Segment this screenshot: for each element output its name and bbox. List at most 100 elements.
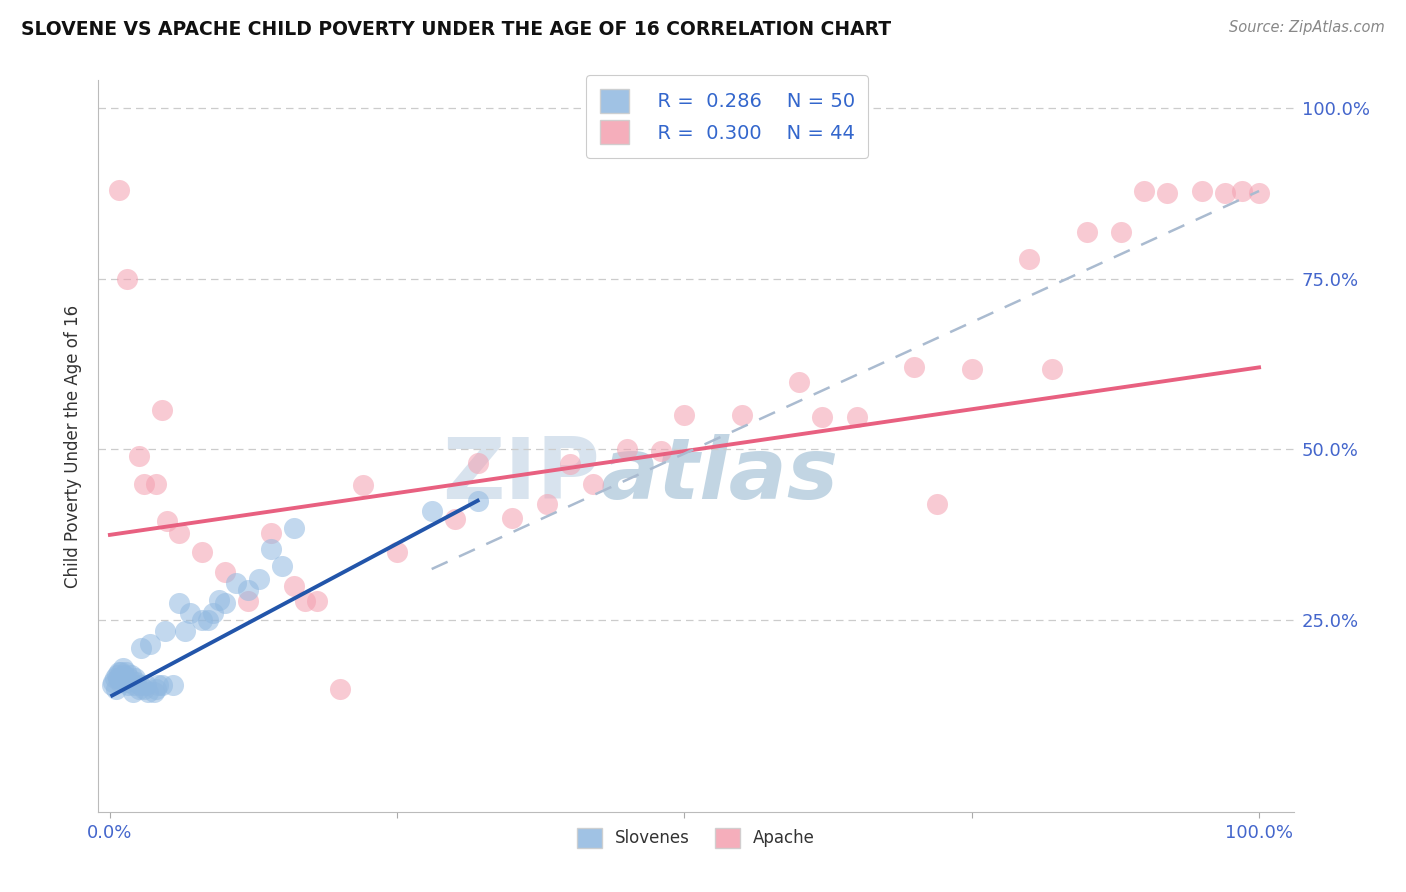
- Point: [111, 661, 134, 675]
- Y-axis label: Child Poverty Under the Age of 16: Child Poverty Under the Age of 16: [63, 304, 82, 588]
- Point: [115, 665, 138, 679]
- Point: [110, 674, 132, 689]
- Point: [1133, 184, 1156, 198]
- Point: [103, 674, 125, 689]
- Point: [103, 672, 125, 686]
- Point: [467, 456, 489, 470]
- Point: [202, 607, 225, 621]
- Point: [673, 409, 696, 423]
- Point: [329, 681, 352, 696]
- Point: [208, 592, 231, 607]
- Point: [501, 510, 523, 524]
- Point: [139, 637, 162, 651]
- Point: [352, 478, 374, 492]
- Point: [148, 678, 170, 692]
- Point: [385, 545, 409, 559]
- Point: [150, 402, 173, 417]
- Point: [122, 685, 145, 699]
- Point: [128, 449, 150, 463]
- Point: [125, 674, 148, 689]
- Point: [271, 558, 294, 573]
- Point: [903, 360, 925, 375]
- Point: [135, 678, 157, 692]
- Point: [305, 594, 328, 608]
- Text: ZIP: ZIP: [443, 434, 600, 516]
- Point: [1230, 184, 1253, 198]
- Point: [1076, 225, 1098, 239]
- Point: [122, 678, 145, 692]
- Point: [731, 409, 754, 423]
- Point: [115, 271, 138, 285]
- Point: [581, 476, 603, 491]
- Point: [108, 183, 131, 197]
- Point: [128, 678, 150, 692]
- Point: [1109, 225, 1132, 239]
- Point: [260, 541, 283, 556]
- Point: [162, 678, 184, 692]
- Point: [145, 476, 167, 491]
- Point: [283, 521, 305, 535]
- Point: [558, 458, 581, 472]
- Point: [789, 376, 811, 390]
- Point: [283, 579, 305, 593]
- Legend: Slovenes, Apache: Slovenes, Apache: [569, 821, 823, 855]
- Point: [1247, 186, 1270, 200]
- Point: [1191, 184, 1213, 198]
- Point: [191, 545, 214, 559]
- Point: [247, 572, 270, 586]
- Point: [105, 668, 128, 682]
- Point: [145, 681, 167, 696]
- Point: [811, 409, 834, 424]
- Text: atlas: atlas: [600, 434, 838, 516]
- Point: [167, 525, 190, 540]
- Point: [214, 566, 236, 580]
- Point: [115, 674, 138, 689]
- Point: [650, 443, 672, 458]
- Point: [960, 361, 983, 376]
- Point: [120, 668, 142, 682]
- Point: [225, 575, 247, 590]
- Point: [197, 613, 219, 627]
- Point: [260, 525, 283, 540]
- Point: [1018, 252, 1040, 267]
- Point: [236, 582, 259, 597]
- Point: [134, 681, 156, 696]
- Point: [443, 512, 465, 526]
- Point: [117, 678, 139, 692]
- Point: [1156, 186, 1178, 200]
- Point: [107, 672, 129, 686]
- Point: [153, 624, 176, 638]
- Point: [118, 672, 141, 686]
- Point: [156, 514, 179, 528]
- Point: [927, 497, 949, 511]
- Point: [128, 681, 150, 696]
- Point: [167, 596, 190, 610]
- Point: [110, 665, 132, 679]
- Text: SLOVENE VS APACHE CHILD POVERTY UNDER THE AGE OF 16 CORRELATION CHART: SLOVENE VS APACHE CHILD POVERTY UNDER TH…: [21, 20, 891, 38]
- Point: [236, 594, 259, 608]
- Point: [114, 672, 136, 686]
- Point: [142, 685, 165, 699]
- Point: [1213, 186, 1236, 200]
- Point: [1040, 361, 1063, 376]
- Point: [101, 678, 124, 692]
- Point: [536, 497, 558, 511]
- Point: [129, 640, 152, 655]
- Point: [214, 596, 236, 610]
- Point: [136, 685, 159, 699]
- Point: [420, 504, 443, 518]
- Point: [104, 681, 127, 696]
- Point: [134, 476, 156, 491]
- Point: [150, 678, 173, 692]
- Point: [173, 624, 195, 638]
- Point: [124, 672, 146, 686]
- Point: [845, 409, 868, 424]
- Point: [108, 665, 131, 679]
- Point: [616, 442, 638, 457]
- Point: [179, 607, 201, 621]
- Text: Source: ZipAtlas.com: Source: ZipAtlas.com: [1229, 20, 1385, 35]
- Point: [112, 668, 135, 682]
- Point: [294, 594, 316, 608]
- Point: [467, 493, 489, 508]
- Point: [191, 613, 214, 627]
